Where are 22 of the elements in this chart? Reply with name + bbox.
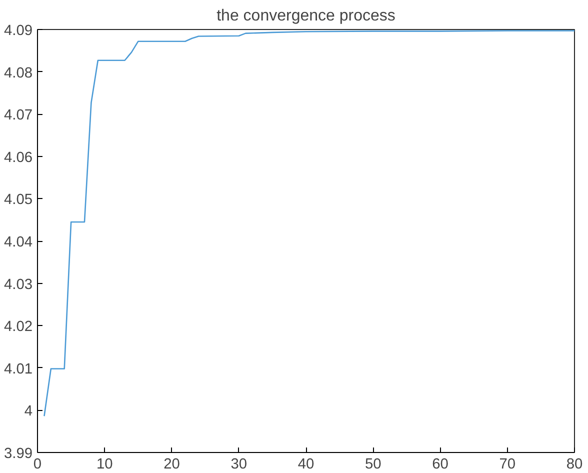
y-tick-label: 4.08 [4,65,33,82]
y-tick-label: 4.09 [4,23,33,39]
x-tick-label: 0 [33,456,42,472]
chart-title: the convergence process [216,8,396,24]
x-tick-label: 70 [499,456,516,472]
y-tick-label: 4.07 [4,108,33,124]
x-tick-label: 50 [364,456,382,472]
x-tick-label: 40 [298,456,314,472]
line-series [44,30,574,417]
y-tick-label: 4.06 [4,150,33,166]
x-tick-label: 10 [96,456,113,472]
x-tick-label: 30 [230,456,248,472]
x-tick-label: 60 [432,456,448,472]
x-tick-label: 80 [566,456,583,472]
y-tick-label: 3.99 [4,446,33,462]
y-tick-label: 4.02 [4,319,33,336]
y-tick-label: 4 [24,404,33,420]
y-tick-label: 4.03 [4,276,33,293]
x-tick-label: 20 [164,456,180,472]
y-tick-label: 4.05 [4,192,33,208]
y-tick-label: 4.01 [4,361,33,378]
y-tick-label: 4.04 [4,234,33,250]
